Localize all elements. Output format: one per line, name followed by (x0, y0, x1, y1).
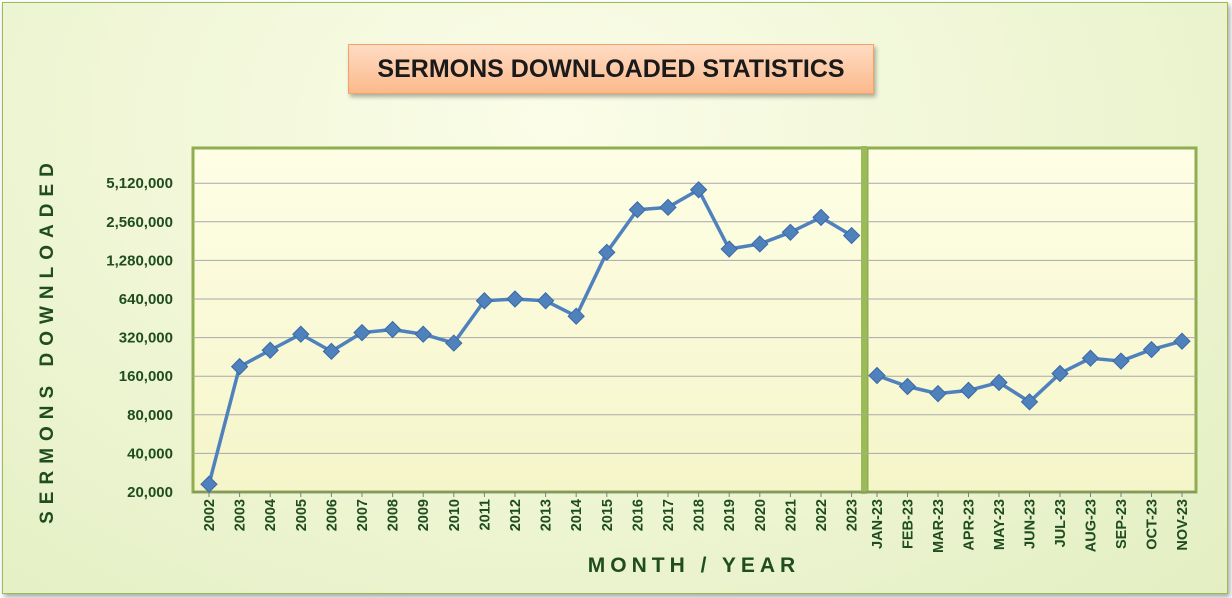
data-point-marker (261, 341, 279, 359)
x-tick-label: 2021 (783, 499, 799, 531)
data-point-marker (990, 373, 1008, 392)
x-tick-label: 2022 (814, 499, 830, 531)
y-tick-label: 1,280,000 (106, 252, 173, 269)
data-point-marker (628, 201, 647, 219)
data-point-marker (720, 240, 738, 258)
y-tick-label: 160,000 (119, 368, 173, 385)
data-point-marker (751, 235, 769, 253)
x-tick-label: 2016 (630, 499, 646, 531)
data-point-marker (200, 475, 218, 493)
data-point-marker (567, 307, 585, 325)
chart-title: SERMONS DOWNLOADED STATISTICS (348, 44, 874, 94)
x-tick-label: 2013 (539, 499, 555, 531)
x-tick-label: SEP-23 (1114, 499, 1130, 549)
data-point-marker (445, 334, 463, 352)
x-tick-label: NOV-23 (1175, 499, 1191, 551)
x-tick-label: 2012 (508, 499, 524, 531)
data-point-marker (659, 198, 677, 217)
y-tick-label: 20,000 (127, 484, 173, 501)
x-tick-label: APR-23 (962, 499, 978, 551)
x-tick-label: OCT-23 (1145, 499, 1161, 550)
y-tick-label: 640,000 (119, 291, 173, 308)
y-tick-label: 80,000 (127, 407, 173, 424)
data-point-marker (230, 357, 249, 376)
x-tick-label: 2008 (386, 499, 402, 531)
x-tick-label: 2023 (845, 499, 861, 531)
x-tick-label: 2009 (416, 499, 432, 531)
data-point-marker (506, 290, 524, 308)
x-tick-label: FEB-23 (901, 499, 917, 549)
data-point-marker (842, 226, 861, 245)
x-tick-label: JUN-23 (1023, 499, 1039, 549)
x-tick-label: 2019 (722, 499, 738, 531)
x-tick-label: 2007 (355, 499, 371, 531)
x-tick-label: 2017 (661, 499, 677, 531)
data-point-marker (353, 323, 371, 342)
plot-panel-2 (865, 146, 1198, 494)
y-tick-label: 320,000 (119, 330, 173, 347)
data-point-marker (959, 381, 978, 400)
x-tick-label: 2004 (263, 499, 279, 531)
y-tick-label: 5,120,000 (106, 175, 173, 192)
panel-separator (861, 146, 867, 494)
data-point-marker (812, 208, 830, 227)
plot-panel-1 (191, 146, 865, 494)
x-tick-label: MAY-23 (992, 499, 1008, 550)
data-point-marker (1020, 393, 1039, 411)
data-point-marker (781, 223, 800, 242)
data-point-marker (536, 292, 555, 310)
data-point-marker (598, 243, 616, 262)
data-point-marker (322, 342, 341, 361)
x-tick-label: 2014 (569, 499, 585, 531)
data-point-marker (414, 325, 432, 343)
data-point-marker (292, 325, 310, 343)
x-tick-label: 2015 (600, 499, 616, 531)
x-tick-label: 2020 (753, 499, 769, 531)
x-tick-label: 2006 (324, 499, 340, 531)
data-point-marker (929, 384, 947, 403)
data-point-marker (898, 377, 917, 396)
x-tick-label: JUL-23 (1053, 499, 1069, 547)
data-point-marker (868, 366, 886, 385)
series-line-yearly (207, 188, 853, 485)
data-point-marker (1112, 352, 1130, 370)
data-point-marker (1173, 332, 1191, 350)
y-axis-label: SERMONS DOWNLOADED (37, 156, 58, 524)
data-point-marker (1081, 349, 1100, 367)
y-tick-label: 40,000 (127, 445, 173, 462)
x-tick-label: AUG-23 (1084, 499, 1100, 552)
data-point-marker (1142, 340, 1161, 359)
data-point-marker (383, 320, 402, 339)
data-point-marker (1051, 364, 1069, 383)
x-tick-label: 2005 (294, 499, 310, 531)
x-tick-label: 2010 (447, 499, 463, 531)
data-point-marker (689, 181, 708, 199)
x-tick-label: 2003 (233, 499, 249, 531)
x-tick-label: 2002 (202, 499, 218, 531)
x-tick-label: 2018 (692, 499, 708, 531)
x-axis-label: MONTH / YEAR (587, 554, 801, 577)
data-point-marker (475, 292, 494, 310)
x-tick-label: JAN-23 (870, 499, 886, 549)
x-tick-label: MAR-23 (931, 499, 947, 553)
x-tick-label: 2011 (477, 499, 493, 530)
y-tick-label: 2,560,000 (106, 214, 173, 231)
